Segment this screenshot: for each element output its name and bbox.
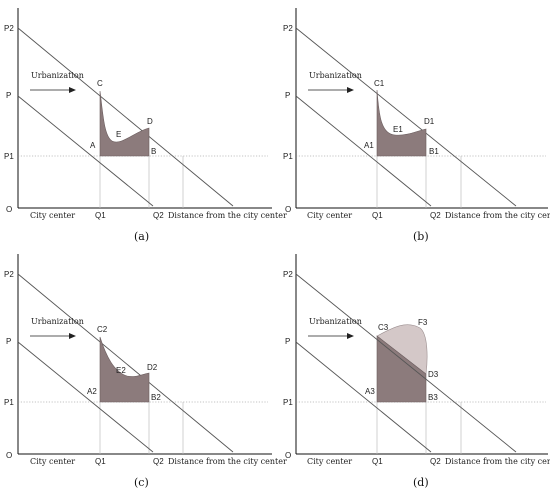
inner-price-line (17, 95, 154, 207)
light-shaded-area (376, 324, 428, 375)
urbanization-label: Urbanization (309, 317, 362, 326)
point-f-label: F3 (418, 318, 428, 327)
point-c-label: C (97, 79, 103, 88)
panel-caption: (d) (413, 476, 429, 489)
q1-label: Q1 (95, 457, 106, 466)
q2-label: Q2 (153, 211, 164, 220)
point-b-label: B (151, 147, 156, 156)
distance-label: Distance from the city center (445, 457, 550, 466)
outer-price-line (295, 273, 517, 453)
p1-label: P1 (4, 152, 14, 161)
distance-label: Distance from the city center (445, 211, 550, 220)
origin-label: O (6, 451, 12, 460)
point-d-label: D (147, 117, 153, 126)
urbanization-label: Urbanization (309, 71, 362, 80)
shaded-area (99, 336, 150, 403)
point-c-label: C1 (374, 79, 385, 88)
p2-label: P2 (4, 270, 14, 279)
point-d-label: D1 (424, 117, 435, 126)
origin-label: O (6, 205, 12, 214)
origin-label: O (285, 205, 291, 214)
shaded-area (376, 89, 427, 157)
p2-label: P2 (283, 24, 293, 33)
panel-caption: (b) (413, 230, 429, 243)
shaded-area (376, 335, 427, 403)
city-center-label: City center (307, 211, 352, 220)
inner-price-line (17, 341, 154, 453)
q2-label: Q2 (153, 457, 164, 466)
outer-price-line (17, 273, 234, 453)
q2-label: Q2 (430, 457, 441, 466)
distance-label: Distance from the city center (168, 211, 287, 220)
point-a-label: A3 (365, 387, 375, 396)
panel-b: P2 P P1 O Urbanization C1 D1 E1 A1 B1 Ci… (283, 8, 550, 243)
point-b-label: B1 (429, 147, 439, 156)
city-center-label: City center (30, 457, 75, 466)
point-e-label: E1 (393, 125, 403, 134)
point-e-label: E (116, 130, 121, 139)
outer-price-line (295, 27, 517, 207)
p-label: P (6, 91, 11, 100)
p-label: P (285, 337, 290, 346)
point-b-label: B2 (151, 393, 161, 402)
outer-price-line (17, 27, 234, 207)
panel-caption: (c) (134, 476, 149, 489)
city-center-label: City center (30, 211, 75, 220)
origin-label: O (285, 451, 291, 460)
city-center-label: City center (307, 457, 352, 466)
point-a-label: A1 (364, 141, 374, 150)
p1-label: P1 (283, 152, 293, 161)
distance-label: Distance from the city center (168, 457, 287, 466)
q1-label: Q1 (372, 457, 383, 466)
q2-label: Q2 (430, 211, 441, 220)
p2-label: P2 (283, 270, 293, 279)
p-label: P (6, 337, 11, 346)
point-a-label: A (90, 141, 96, 150)
q1-label: Q1 (372, 211, 383, 220)
p2-label: P2 (4, 24, 14, 33)
p1-label: P1 (283, 398, 293, 407)
panel-a: P2 P P1 O Urbanization C D E A B City ce… (4, 8, 287, 243)
panel-c: P2 P P1 O Urbanization C2 D2 E2 A2 B2 Ci… (4, 254, 287, 489)
point-a-label: A2 (87, 387, 97, 396)
panel-caption: (a) (134, 230, 149, 243)
panel-d: P2 P P1 O Urbanization C3 F3 D3 A3 B3 Ci… (283, 254, 550, 489)
point-c-label: C3 (378, 323, 389, 332)
urbanization-label: Urbanization (31, 71, 84, 80)
inner-price-line (295, 341, 432, 453)
shaded-area (99, 90, 150, 157)
point-b-label: B3 (428, 393, 438, 402)
inner-price-line (295, 95, 432, 207)
point-e-label: E2 (116, 366, 126, 375)
point-d-label: D3 (428, 370, 439, 379)
q1-label: Q1 (95, 211, 106, 220)
p-label: P (285, 91, 290, 100)
point-d-label: D2 (147, 363, 158, 372)
urbanization-label: Urbanization (31, 317, 84, 326)
point-c-label: C2 (97, 325, 108, 334)
p1-label: P1 (4, 398, 14, 407)
